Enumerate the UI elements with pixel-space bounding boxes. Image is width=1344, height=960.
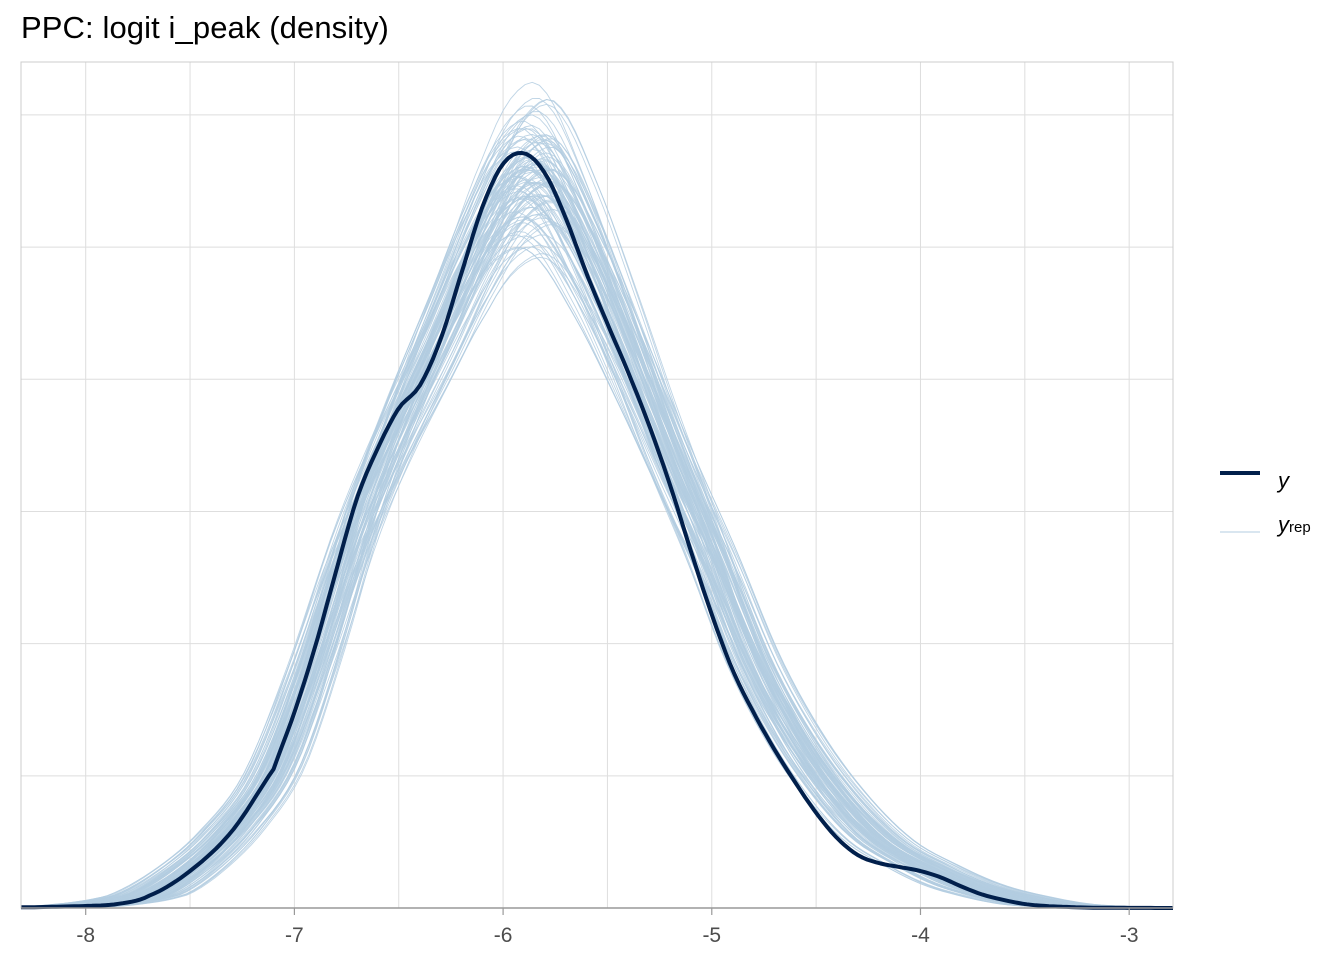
yrep-line bbox=[21, 199, 1173, 909]
panel-border bbox=[20, 61, 1174, 909]
yrep-line bbox=[20, 234, 1174, 909]
yrep-line bbox=[21, 139, 1173, 909]
yrep-line bbox=[20, 191, 1173, 909]
yrep-line bbox=[21, 157, 1173, 909]
yrep-line bbox=[21, 181, 1174, 909]
x-axis: -8 -7 -6 -5 -4 -3 bbox=[21, 907, 1173, 947]
yrep-line bbox=[20, 193, 1173, 909]
chart-title: PPC: logit i_peak (density) bbox=[21, 10, 389, 45]
yrep-line bbox=[21, 158, 1173, 909]
x-tick-label: -4 bbox=[911, 924, 930, 947]
yrep-line bbox=[20, 181, 1173, 909]
yrep-line bbox=[20, 223, 1174, 909]
x-tick-label: -6 bbox=[494, 924, 513, 947]
yrep-line bbox=[21, 179, 1174, 909]
x-tick-label: -8 bbox=[76, 924, 95, 947]
yrep-line bbox=[21, 81, 1173, 909]
yrep-line bbox=[20, 157, 1173, 909]
y-line bbox=[21, 150, 1173, 910]
legend-yrep-subscript: rep bbox=[1289, 519, 1311, 536]
yrep-line bbox=[21, 169, 1174, 909]
yrep-line bbox=[21, 256, 1174, 909]
legend-yrep-label: yrep bbox=[1278, 512, 1311, 537]
yrep-line bbox=[21, 181, 1174, 909]
legend-y-swatch bbox=[1220, 471, 1260, 475]
x-tick-label: -3 bbox=[1120, 924, 1139, 947]
legend: y yrep bbox=[1216, 462, 1336, 552]
x-tick-label: -7 bbox=[285, 924, 304, 947]
yrep-line bbox=[21, 202, 1174, 909]
yrep-line bbox=[21, 120, 1173, 909]
legend-yrep-swatch bbox=[1220, 531, 1260, 533]
yrep-line bbox=[21, 152, 1173, 909]
yrep-line bbox=[21, 234, 1173, 909]
x-tick-label: -5 bbox=[702, 924, 721, 947]
yrep-line bbox=[20, 180, 1174, 909]
yrep-line bbox=[20, 218, 1173, 909]
yrep-line bbox=[21, 142, 1173, 909]
yrep-line bbox=[21, 134, 1173, 909]
legend-y-label: y bbox=[1278, 468, 1289, 493]
yrep-line bbox=[20, 181, 1173, 909]
grid-lines bbox=[21, 62, 1173, 908]
yrep-lines bbox=[20, 81, 1174, 909]
y-line-group bbox=[21, 150, 1173, 910]
yrep-line bbox=[20, 244, 1174, 909]
yrep-line bbox=[21, 139, 1173, 909]
